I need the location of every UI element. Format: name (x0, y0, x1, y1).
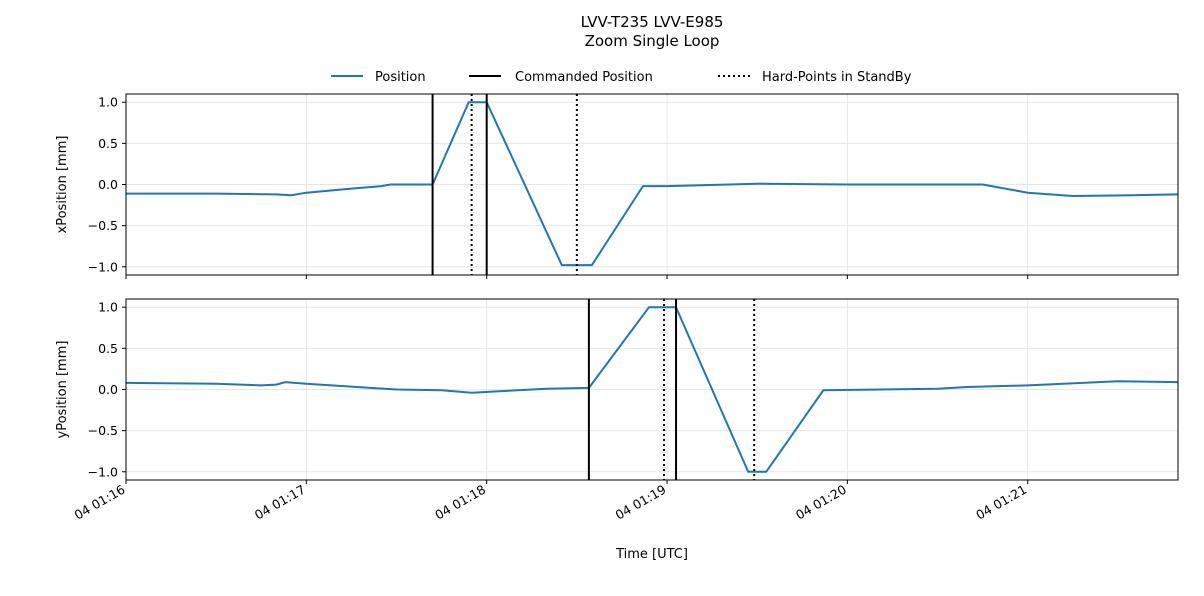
y-tick-label: 0.0 (98, 382, 118, 397)
legend-standby-label: Hard-Points in StandBy (762, 70, 912, 85)
y-tick-label: 0.5 (98, 136, 118, 151)
y-axis-label: xPosition [mm] (55, 136, 70, 234)
y-tick-label: −0.5 (88, 423, 118, 438)
y-tick-label: 0.0 (98, 177, 118, 192)
y-tick-label: 1.0 (98, 95, 118, 110)
y-tick-label: 0.5 (98, 341, 118, 356)
chart-title: LVV-T235 LVV-E985 (581, 13, 724, 31)
plot-area (126, 299, 1178, 480)
x-tick-label: 04 01:20 (793, 482, 849, 523)
y-tick-label: −1.0 (88, 464, 118, 479)
y-tick-label: 1.0 (98, 300, 118, 315)
x-tick-label: 04 01:19 (613, 482, 669, 523)
x-position-panel: 1.0 0.5 0.0 −0.5 −1.0 xPosition [mm] (55, 93, 1179, 279)
y-axis-label: yPosition [mm] (55, 341, 70, 439)
position-series-line (126, 306, 1178, 473)
legend: Position Commanded Position Hard-Points … (331, 70, 912, 85)
position-series-line (126, 101, 1178, 267)
x-tick-label: 04 01:18 (432, 482, 488, 523)
y-tick-label: −1.0 (88, 259, 118, 274)
x-tick-label: 04 01:16 (72, 482, 128, 523)
chart-subtitle: Zoom Single Loop (585, 32, 720, 50)
y-position-panel: 1.0 0.5 0.0 −0.5 −1.0 yPosition [mm] (55, 298, 1179, 484)
plot-area (126, 94, 1178, 275)
x-tick-label: 04 01:21 (973, 482, 1029, 523)
legend-position-label: Position (375, 70, 426, 85)
x-axis-ticks: 04 01:16 04 01:17 04 01:18 04 01:19 04 01:20… (72, 482, 1030, 523)
x-axis-label: Time [UTC] (615, 547, 688, 562)
y-tick-label: −0.5 (88, 218, 118, 233)
x-tick-label: 04 01:17 (252, 482, 308, 523)
legend-commanded-label: Commanded Position (515, 70, 653, 85)
